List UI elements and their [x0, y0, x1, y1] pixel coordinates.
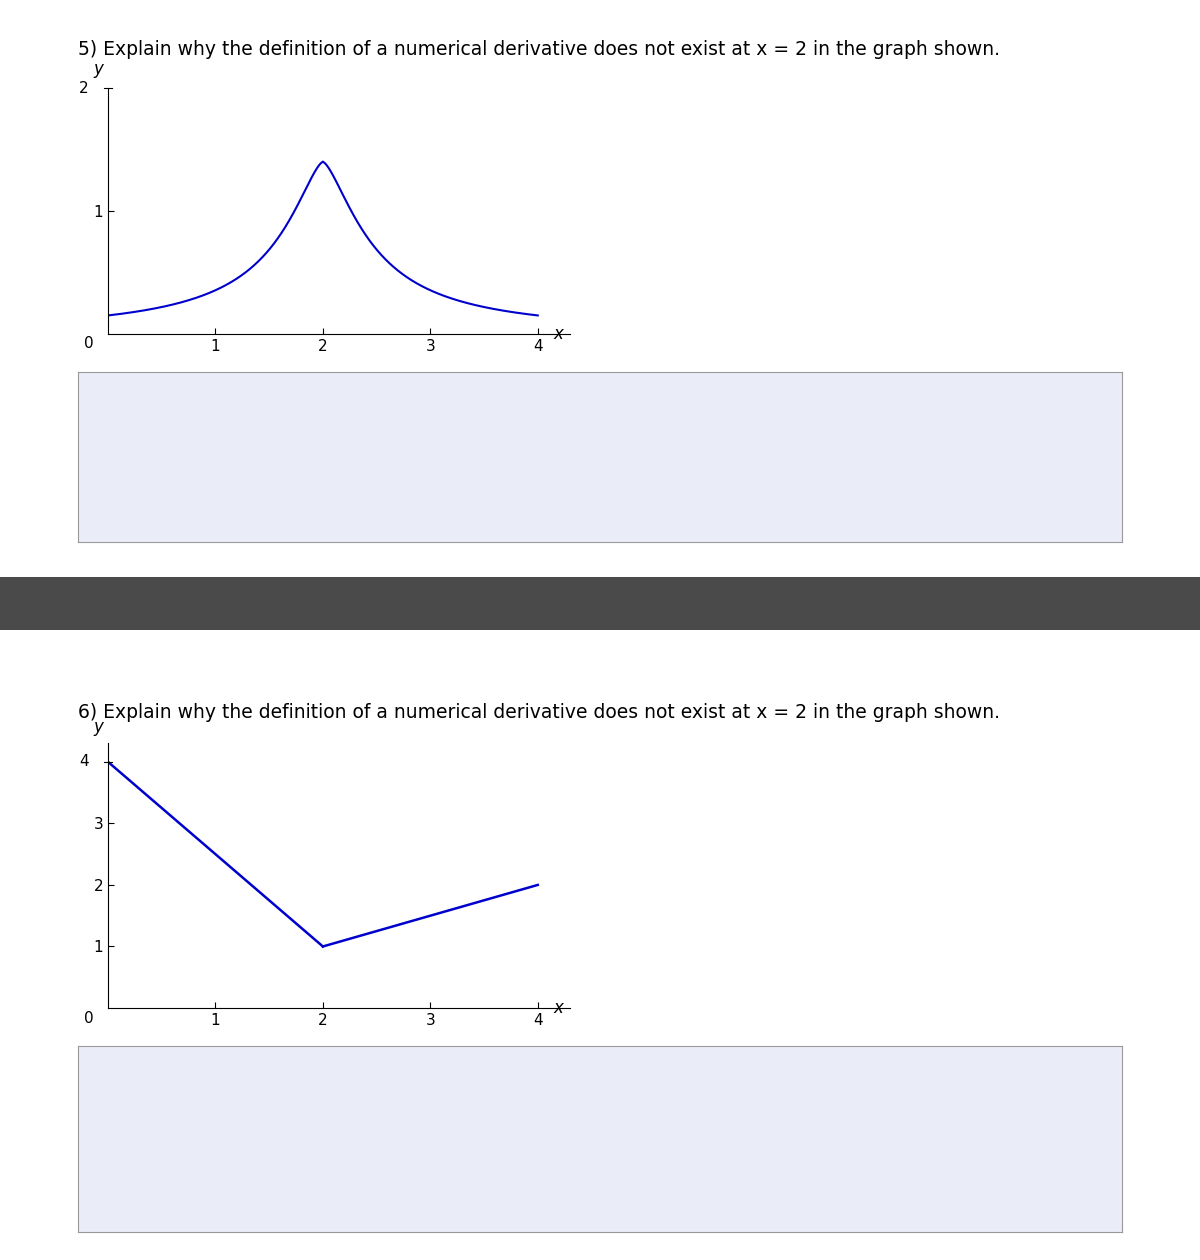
Text: 0: 0: [84, 336, 94, 352]
Text: y: y: [94, 60, 103, 78]
Text: x: x: [554, 325, 564, 343]
Text: 6) Explain why the definition of a numerical derivative does not exist at x = 2 : 6) Explain why the definition of a numer…: [78, 703, 1000, 722]
Text: 2: 2: [79, 81, 89, 96]
Text: 0: 0: [84, 1011, 94, 1026]
Text: x: x: [554, 999, 564, 1017]
Text: 4: 4: [79, 755, 89, 770]
Text: 5) Explain why the definition of a numerical derivative does not exist at x = 2 : 5) Explain why the definition of a numer…: [78, 40, 1000, 59]
Text: y: y: [94, 718, 103, 736]
